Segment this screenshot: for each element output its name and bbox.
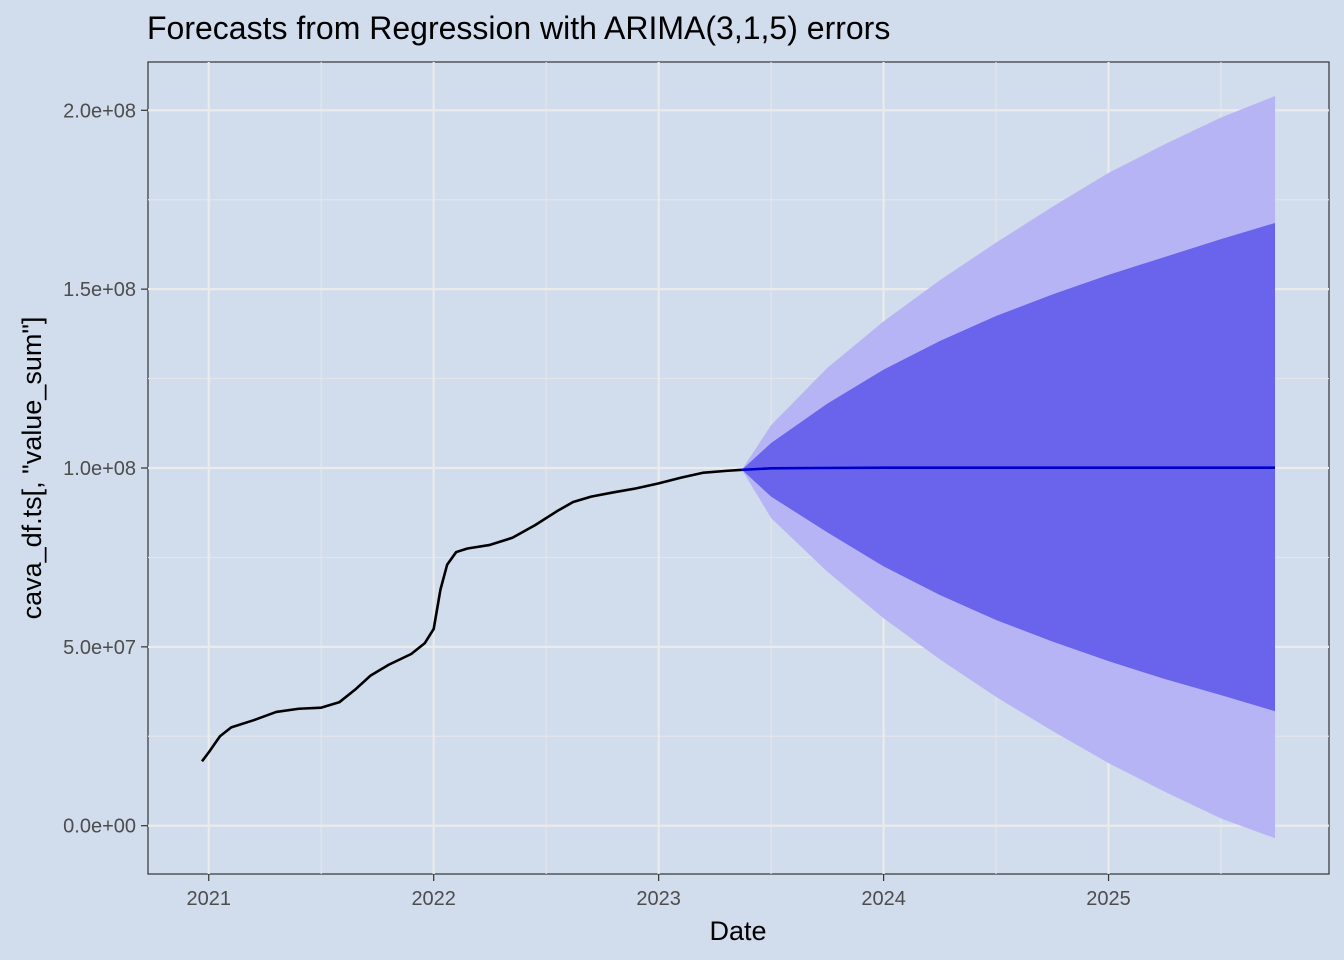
y-tick-label: 2.0e+08 <box>63 100 136 122</box>
x-tick-label: 2023 <box>636 888 681 910</box>
x-tick-label: 2025 <box>1086 888 1131 910</box>
y-axis-title: cava_df.ts[, "value_sum"] <box>17 317 47 620</box>
chart-title: Forecasts from Regression with ARIMA(3,1… <box>147 10 890 46</box>
x-tick-label: 2022 <box>411 888 456 910</box>
history-line <box>200 468 742 763</box>
x-axis-title: Date <box>709 916 766 946</box>
y-tick-label: 1.0e+08 <box>63 458 136 480</box>
series-lines <box>200 466 1276 763</box>
x-tick-label: 2024 <box>861 888 906 910</box>
forecast-mean-line <box>741 466 1276 472</box>
y-tick-label: 0.0e+00 <box>63 816 136 838</box>
y-tick-label: 5.0e+07 <box>63 637 136 659</box>
x-axis: 2021 2022 2023 2024 2025 <box>186 874 1131 910</box>
x-tick-label: 2021 <box>186 888 231 910</box>
y-axis: 0.0e+00 5.0e+07 1.0e+08 1.5e+08 2.0e+08 <box>63 100 148 838</box>
y-tick-label: 1.5e+08 <box>63 279 136 301</box>
